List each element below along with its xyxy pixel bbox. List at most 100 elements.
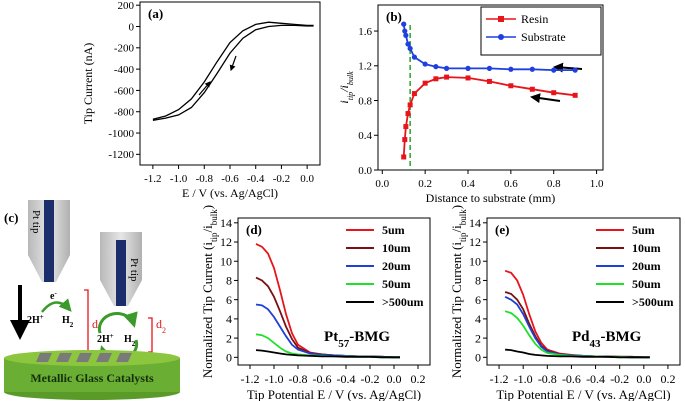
distance-symbol: d [156,317,162,331]
y-axis-label: Normalized Tip Current (itip/ibulk) [449,205,468,378]
legend-label: 5um [382,223,405,237]
sweep-arrow [198,81,211,96]
point [402,28,408,34]
series-line [504,291,650,359]
y-tick-label: 12 [220,235,232,249]
y-tick-label: -200 [114,43,135,55]
panel-label: (e) [495,222,509,237]
legend-label: >500um [632,295,674,309]
y-tick-label: 10 [469,254,481,268]
x-tick-label: 0.8 [547,178,561,190]
y-axis-label: itip/ibulk [337,71,355,104]
plot-frame [237,217,431,366]
y-tick-label: 6 [226,293,232,307]
proton-symbol: 2H [97,334,110,345]
x-tick-label: 1.0 [590,178,604,190]
pt-wire [44,200,54,282]
y-tick-label: -800 [114,107,135,119]
legend-label: 50um [382,277,411,291]
text-part: i [337,100,351,103]
plot-frame [377,4,604,171]
x-tick-label: -0.2 [273,173,290,185]
distance-bracket [148,317,153,353]
tip-label: Pt tip [30,210,42,234]
y-tick-label: 200 [118,0,135,12]
text-part: ) [200,205,215,209]
panel-label: (d) [246,222,262,237]
series-line [402,76,576,158]
plot-frame [486,217,681,366]
text-part: /i [337,85,351,93]
x-tick-label: -0.2 [610,372,629,386]
platform-label: Metallic Glass Catalysts [30,371,154,385]
point [401,21,407,27]
point [444,74,450,80]
x-tick-label: 0.2 [411,372,426,386]
point [443,65,450,71]
hydrogen-count: 2 [70,321,74,329]
point [529,66,535,72]
text-part: Pd [572,329,590,345]
y-tick-label: 14 [469,216,481,230]
approach-arrow [553,62,583,73]
y-tick-label: 2 [226,331,232,345]
x-tick-label: -0.4 [247,173,265,185]
y-axis-label: Normalized Tip Current (itip/ibulk) [200,205,219,378]
point [402,137,408,143]
legend-label: Resin [521,12,548,26]
x-axis-label: Distance to substrate (mm) [426,191,556,205]
point [551,90,557,96]
proton-charge: + [40,313,44,321]
y-tick-label: 0 [226,351,232,365]
y-tick-label: 4 [475,312,481,326]
legend-label: 10um [382,241,411,255]
x-tick-label: -0.8 [196,173,214,185]
distance-label: d2 [156,317,166,335]
text-part: tip [209,232,219,242]
text-part: bulk [209,209,219,226]
x-tick-label: 0.0 [387,372,402,386]
text-part: tip [346,92,355,100]
x-tick-label: -0.2 [361,372,380,386]
electron-symbol: e [50,291,55,302]
proton: 2H+ [27,313,44,326]
legend-label: 5um [632,223,655,237]
proton: 2H+ [97,332,114,345]
x-tick-label: 0.0 [300,173,314,185]
y-tick-label: 0.8 [358,95,372,107]
point [508,66,514,72]
platform-top [4,350,180,366]
annotation: Pt57-BMG [324,329,390,350]
distance-symbol: d [92,317,98,331]
text-part: 43 [590,338,602,350]
plot-frame [139,1,321,166]
point [529,86,535,92]
text-part: tip [458,232,468,242]
distance-bracket [84,289,89,353]
x-axis-label: Tip Potential E / V (vs. Ag/AgCl) [496,387,670,401]
point [433,76,439,82]
x-axis-label: E / V (vs. Ag/AgCl) [182,186,278,200]
electron: e- [50,289,57,302]
point [403,124,409,130]
panel-label: (a) [148,6,163,21]
legend-label: Substrate [521,30,566,44]
point [405,111,411,117]
x-tick-label: -1.0 [265,372,284,386]
point [486,78,492,84]
y-tick-label: 2 [475,331,481,345]
y-tick-label: -1200 [108,149,134,161]
point [422,61,428,67]
tip-label: Pt tip [128,258,140,282]
point [465,75,471,81]
point [486,65,493,71]
panel-label: (c) [4,210,18,225]
catalyst-sites [36,353,132,362]
diagram: (c) Pt tip Pt tip e- 2H+ H2 d1 2H+ H2 d2… [4,200,180,400]
hydrogen-symbol: H [124,334,132,345]
point [572,67,578,73]
y-axis-label: Tip Current (nA) [81,43,95,125]
x-tick-label: -0.4 [586,372,605,386]
x-tick-label: -0.4 [337,372,356,386]
